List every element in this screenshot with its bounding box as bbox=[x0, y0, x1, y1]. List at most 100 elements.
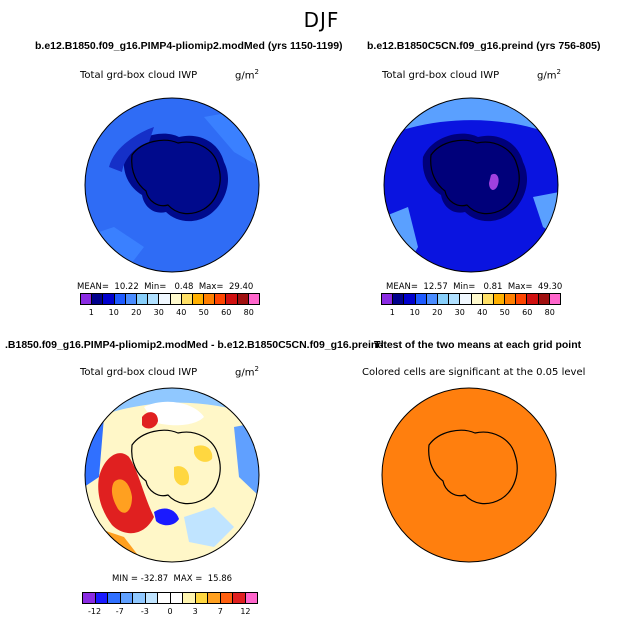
panel-2-stats: MEAN= 12.57 Min= 0.81 Max= 49.30 bbox=[386, 282, 563, 292]
colorbar-tick-label: 20 bbox=[432, 308, 443, 317]
colorbar-swatch bbox=[226, 294, 238, 304]
panel-3-colorbar: -12 -7 -3 0 3 7 12 bbox=[82, 592, 258, 619]
colorbar-tick-label: 80 bbox=[243, 308, 254, 317]
panel-2-variable-label: Total grd-box cloud IWP bbox=[382, 70, 500, 81]
colorbar-tick-label: 12 bbox=[240, 607, 251, 616]
colorbar-tick-label: 20 bbox=[131, 308, 142, 317]
panel-3-colorbar-swatches bbox=[82, 592, 258, 604]
colorbar-swatch bbox=[81, 294, 93, 304]
colorbar-swatch bbox=[516, 294, 528, 304]
colorbar-swatch bbox=[220, 593, 233, 603]
colorbar-tick-label: 3 bbox=[192, 607, 198, 616]
panel-2-unit-label: g/m2 bbox=[537, 68, 561, 82]
panel-1-colorbar-ticks: 1 10 20 30 40 50 60 80 bbox=[80, 308, 260, 320]
panel-3-stats: MIN = -32.87 MAX = 15.86 bbox=[112, 574, 233, 584]
colorbar-swatch bbox=[159, 294, 171, 304]
colorbar-swatch bbox=[233, 593, 246, 603]
panel-1-map bbox=[84, 97, 260, 273]
panel-1-title: b.e12.B1850.f09_g16.PIMP4-pliomip2.modMe… bbox=[35, 40, 343, 52]
colorbar-swatch bbox=[505, 294, 517, 304]
colorbar-tick-label: 40 bbox=[176, 308, 187, 317]
colorbar-swatch bbox=[493, 294, 506, 304]
colorbar-swatch bbox=[527, 294, 539, 304]
colorbar-swatch bbox=[183, 593, 196, 603]
colorbar-swatch bbox=[145, 593, 158, 603]
panel-4-significance-field bbox=[381, 387, 557, 563]
panel-1-variable-label: Total grd-box cloud IWP bbox=[80, 70, 198, 81]
colorbar-tick-label: -7 bbox=[115, 607, 124, 616]
panel-4-coastline bbox=[428, 429, 518, 505]
colorbar-swatch bbox=[125, 294, 137, 304]
panel-4-map bbox=[381, 387, 557, 563]
colorbar-swatch bbox=[204, 294, 216, 304]
colorbar-tick-label: 1 bbox=[88, 308, 94, 317]
colorbar-swatch bbox=[148, 294, 160, 304]
colorbar-swatch bbox=[460, 294, 472, 304]
colorbar-tick-label: 30 bbox=[153, 308, 164, 317]
colorbar-swatch bbox=[170, 294, 182, 304]
panel-1-stats: MEAN= 10.22 Min= 0.48 Max= 29.40 bbox=[77, 282, 254, 292]
colorbar-swatch bbox=[382, 294, 394, 304]
panel-3-unit-label: g/m2 bbox=[235, 365, 259, 379]
colorbar-swatch bbox=[549, 294, 560, 304]
panel-2-title: b.e12.B1850C5CN.f09_g16.preind (yrs 756-… bbox=[367, 40, 601, 52]
colorbar-tick-label: 10 bbox=[108, 308, 119, 317]
colorbar-swatch bbox=[437, 294, 450, 304]
panel-3-colorbar-ticks: -12 -7 -3 0 3 7 12 bbox=[82, 607, 258, 619]
colorbar-tick-label: 0 bbox=[167, 607, 173, 616]
figure-title: DJF bbox=[303, 8, 340, 32]
colorbar-swatch bbox=[248, 294, 259, 304]
colorbar-swatch bbox=[245, 593, 257, 603]
panel-1-colorbar: 1 10 20 30 40 50 60 80 bbox=[80, 293, 260, 320]
colorbar-swatch bbox=[95, 593, 108, 603]
panel-3-title: .B1850.f09_g16.PIMP4-pliomip2.modMed - b… bbox=[5, 339, 384, 351]
colorbar-tick-label: 10 bbox=[409, 308, 420, 317]
colorbar-swatch bbox=[158, 593, 171, 603]
colorbar-tick-label: 30 bbox=[454, 308, 465, 317]
colorbar-swatch bbox=[92, 294, 104, 304]
colorbar-swatch bbox=[136, 294, 149, 304]
colorbar-swatch bbox=[538, 294, 550, 304]
colorbar-swatch bbox=[133, 593, 146, 603]
panel-1-colorbar-swatches bbox=[80, 293, 260, 305]
panel-4-variable-label: Colored cells are significant at the 0.0… bbox=[362, 367, 586, 378]
panel-3-map bbox=[84, 387, 260, 563]
colorbar-swatch bbox=[426, 294, 438, 304]
panel-2-colorbar-swatches bbox=[381, 293, 561, 305]
colorbar-swatch bbox=[404, 294, 416, 304]
colorbar-tick-label: 50 bbox=[198, 308, 209, 317]
colorbar-swatch bbox=[195, 593, 208, 603]
colorbar-swatch bbox=[482, 294, 494, 304]
panel-2-colorbar-ticks: 1 10 20 30 40 50 60 80 bbox=[381, 308, 561, 320]
colorbar-swatch bbox=[114, 294, 126, 304]
panel-4-title: T-test of the two means at each grid poi… bbox=[374, 339, 582, 351]
colorbar-tick-label: 40 bbox=[477, 308, 488, 317]
colorbar-swatch bbox=[393, 294, 405, 304]
colorbar-swatch bbox=[192, 294, 205, 304]
colorbar-swatch bbox=[471, 294, 483, 304]
colorbar-tick-label: 7 bbox=[217, 607, 223, 616]
panel-1-coastline bbox=[131, 139, 221, 215]
panel-3-coastline bbox=[131, 429, 221, 505]
panel-2-map bbox=[383, 97, 559, 273]
colorbar-swatch bbox=[83, 593, 96, 603]
colorbar-swatch bbox=[215, 294, 227, 304]
colorbar-swatch bbox=[237, 294, 249, 304]
colorbar-tick-label: 80 bbox=[544, 308, 555, 317]
colorbar-tick-label: -12 bbox=[88, 607, 102, 616]
colorbar-tick-label: 1 bbox=[389, 308, 395, 317]
colorbar-swatch bbox=[103, 294, 115, 304]
colorbar-swatch bbox=[170, 593, 183, 603]
panel-2-colorbar: 1 10 20 30 40 50 60 80 bbox=[381, 293, 561, 320]
colorbar-swatch bbox=[415, 294, 427, 304]
panel-1-unit-label: g/m2 bbox=[235, 68, 259, 82]
colorbar-tick-label: 60 bbox=[522, 308, 533, 317]
colorbar-tick-label: -3 bbox=[140, 607, 149, 616]
colorbar-swatch bbox=[108, 593, 121, 603]
colorbar-swatch bbox=[208, 593, 221, 603]
panel-2-coastline bbox=[430, 139, 520, 215]
colorbar-swatch bbox=[181, 294, 193, 304]
colorbar-tick-label: 50 bbox=[499, 308, 510, 317]
panel-3-variable-label: Total grd-box cloud IWP bbox=[80, 367, 198, 378]
colorbar-swatch bbox=[120, 593, 133, 603]
